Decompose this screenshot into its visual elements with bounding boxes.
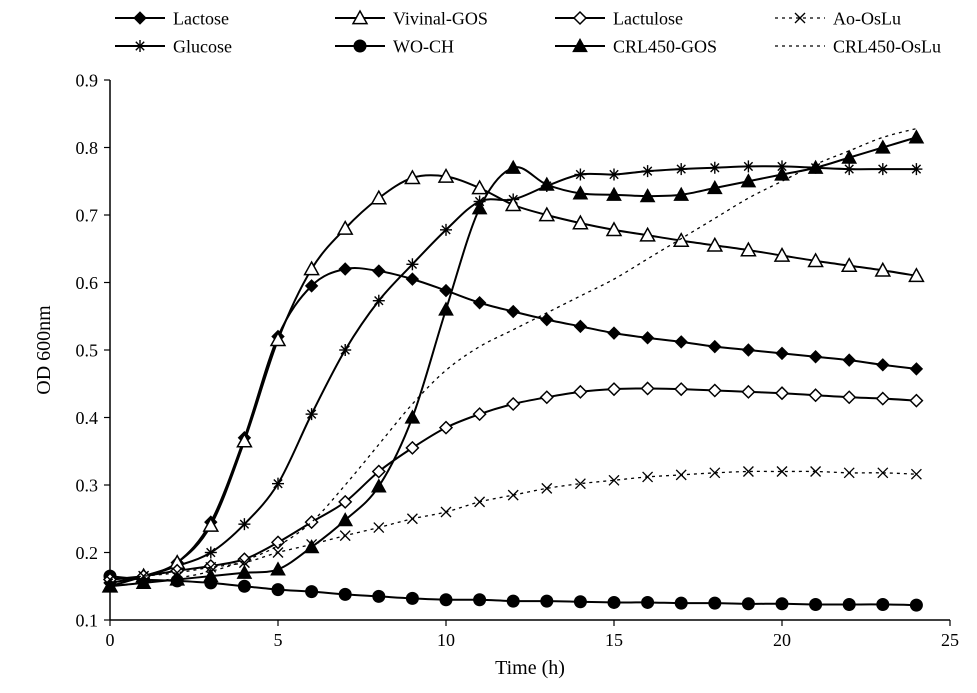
svg-text:0.5: 0.5 xyxy=(76,340,99,360)
svg-text:0: 0 xyxy=(106,630,115,650)
series-glucose xyxy=(104,160,922,585)
legend-item-lactose xyxy=(115,12,165,24)
svg-text:0.3: 0.3 xyxy=(76,475,99,495)
svg-text:0.9: 0.9 xyxy=(76,70,99,90)
svg-text:Vivinal-GOS: Vivinal-GOS xyxy=(393,8,488,28)
legend-item-glucose xyxy=(115,40,165,52)
svg-text:0.2: 0.2 xyxy=(76,543,99,563)
series-vivinal_gos xyxy=(103,170,923,592)
svg-text:0.1: 0.1 xyxy=(76,610,99,630)
svg-text:0.7: 0.7 xyxy=(76,205,99,225)
legend-item-wo_ch xyxy=(335,40,385,52)
svg-text:Lactose: Lactose xyxy=(173,8,229,28)
series-wo_ch xyxy=(104,570,922,611)
legend-item-vivinal_gos xyxy=(335,11,385,24)
svg-text:CRL450-OsLu: CRL450-OsLu xyxy=(833,36,941,56)
legend-item-ao_oslu xyxy=(775,13,825,23)
svg-text:15: 15 xyxy=(605,630,623,650)
svg-text:10: 10 xyxy=(437,630,455,650)
svg-text:CRL450-GOS: CRL450-GOS xyxy=(613,36,717,56)
svg-text:Glucose: Glucose xyxy=(173,36,232,56)
svg-text:0.8: 0.8 xyxy=(76,138,99,158)
legend-item-lactulose xyxy=(555,12,605,24)
svg-text:20: 20 xyxy=(773,630,791,650)
svg-text:Lactulose: Lactulose xyxy=(613,8,683,28)
svg-text:0.4: 0.4 xyxy=(76,408,99,428)
svg-text:Time (h): Time (h) xyxy=(495,657,565,679)
svg-text:OD 600nm: OD 600nm xyxy=(33,305,55,395)
svg-text:25: 25 xyxy=(941,630,959,650)
svg-text:Ao-OsLu: Ao-OsLu xyxy=(833,8,901,28)
svg-text:0.6: 0.6 xyxy=(76,273,99,293)
legend-item-crl450_gos xyxy=(555,39,605,52)
chart-container: 0 5 10 15 20 25 0.1 0.2 0.3 0.4 0.5 0.6 0.7 0.8 0.9 Tim… xyxy=(0,0,977,693)
svg-text:5: 5 xyxy=(274,630,283,650)
growth-chart: 0 5 10 15 20 25 0.1 0.2 0.3 0.4 0.5 0.6 0.7 0.8 0.9 Tim… xyxy=(0,0,977,693)
svg-text:WO-CH: WO-CH xyxy=(393,36,454,56)
